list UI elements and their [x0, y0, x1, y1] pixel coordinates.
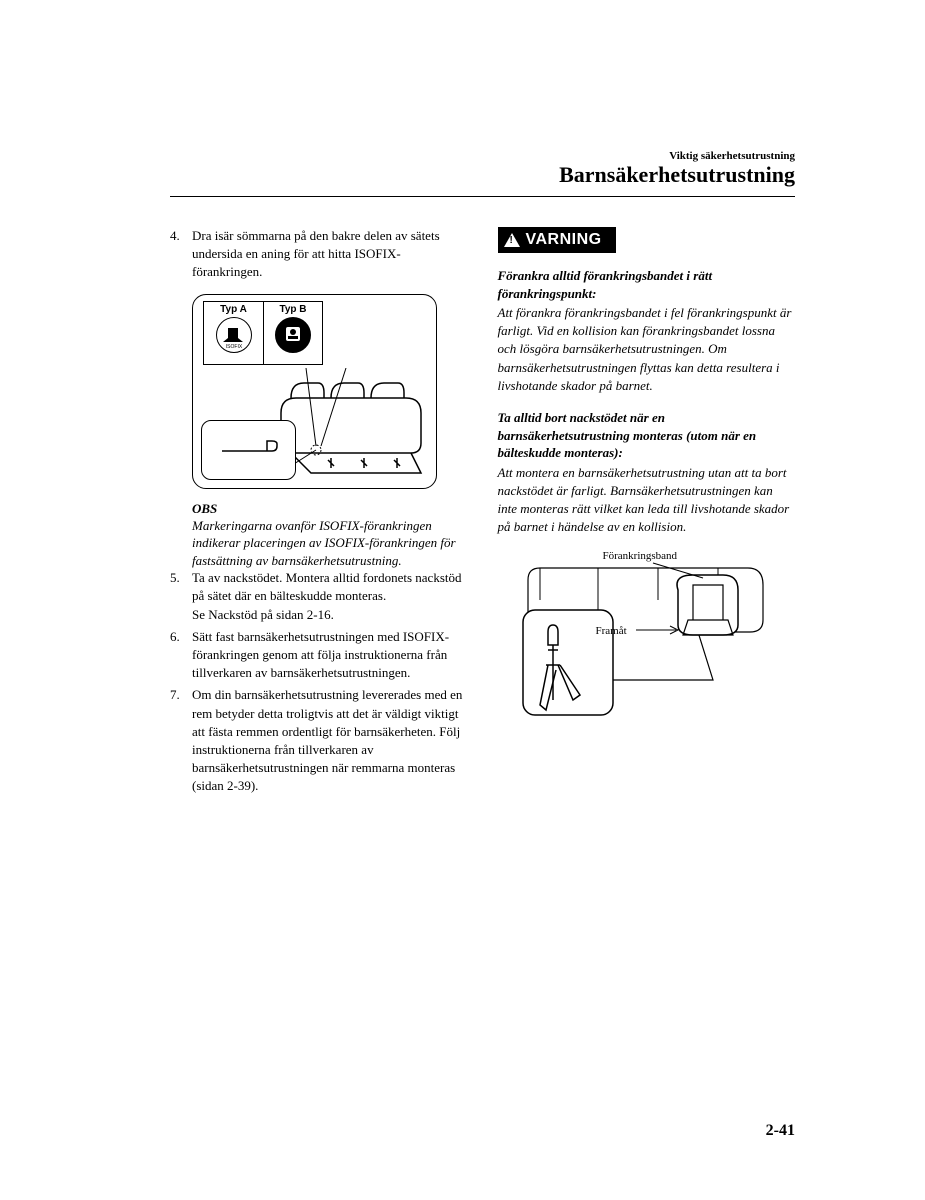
list-text: Ta av nackstödet. Montera alltid fordone… [192, 569, 468, 624]
warning-triangle-icon [504, 233, 520, 247]
header-subtitle: Viktig säkerhetsutrustning [170, 150, 795, 162]
isofix-icon-b [275, 317, 311, 353]
type-a-label: Typ A [220, 304, 247, 315]
content-columns: 4. Dra isär sömmarna på den bakre delen … [170, 227, 795, 799]
warning-label: VARNING [526, 231, 602, 249]
isofix-icon-a: ISOFIX [216, 317, 252, 353]
lower-anchor-detail [201, 420, 296, 480]
tether-label: Förankringsband [603, 550, 678, 562]
tether-illustration [498, 550, 778, 730]
list-number: 5. [170, 569, 192, 624]
list-number: 4. [170, 227, 192, 282]
obs-note: OBS Markeringarna ovanför ISOFIX-förankr… [192, 501, 468, 570]
list-text: Om din barnsäkerhetsutrustning levererad… [192, 686, 468, 795]
obs-title: OBS [192, 501, 468, 517]
item5-text2: Se Nackstöd på sidan 2-16. [192, 607, 334, 622]
list-item-6: 6. Sätt fast barnsäkerhetsutrustningen m… [170, 628, 468, 683]
list-number: 7. [170, 686, 192, 795]
warning-2-heading: Ta alltid bort nackstödet när en barnsäk… [498, 409, 796, 462]
list-item-5: 5. Ta av nackstödet. Montera alltid ford… [170, 569, 468, 624]
left-column: 4. Dra isär sömmarna på den bakre delen … [170, 227, 468, 799]
page-number: 2-41 [766, 1122, 795, 1140]
type-callout: Typ A ISOFIX Typ B [203, 301, 323, 365]
header-title: Barnsäkerhetsutrustning [170, 162, 795, 188]
item5-text1: Ta av nackstödet. Montera alltid fordone… [192, 570, 461, 603]
type-a-cell: Typ A ISOFIX [203, 301, 263, 365]
isofix-figure: Typ A ISOFIX Typ B [192, 294, 437, 489]
obs-text: Markeringarna ovanför ISOFIX-förankringe… [192, 517, 468, 570]
list-item-7: 7. Om din barnsäkerhetsutrustning levere… [170, 686, 468, 795]
page-header: Viktig säkerhetsutrustning Barnsäkerhets… [170, 150, 795, 197]
warning-1-body: Att förankra förankringsbandet i fel för… [498, 304, 796, 395]
forward-arrow-label: Framåt [596, 625, 627, 637]
warning-1-heading: Förankra alltid förankringsbandet i rätt… [498, 267, 796, 302]
right-column: VARNING Förankra alltid förankringsbande… [498, 227, 796, 799]
warning-banner: VARNING [498, 227, 616, 253]
type-b-label: Typ B [279, 304, 306, 315]
list-item-4: 4. Dra isär sömmarna på den bakre delen … [170, 227, 468, 282]
rear-seat-illustration [276, 368, 426, 478]
type-b-cell: Typ B [263, 301, 323, 365]
list-text: Dra isär sömmarna på den bakre delen av … [192, 227, 468, 282]
list-number: 6. [170, 628, 192, 683]
list-text: Sätt fast barnsäkerhetsutrustningen med … [192, 628, 468, 683]
svg-text:ISOFIX: ISOFIX [225, 344, 242, 350]
warning-2-body: Att montera en barnsäkerhetsutrustning u… [498, 464, 796, 537]
tether-figure: Förankringsband Framåt [498, 550, 778, 730]
